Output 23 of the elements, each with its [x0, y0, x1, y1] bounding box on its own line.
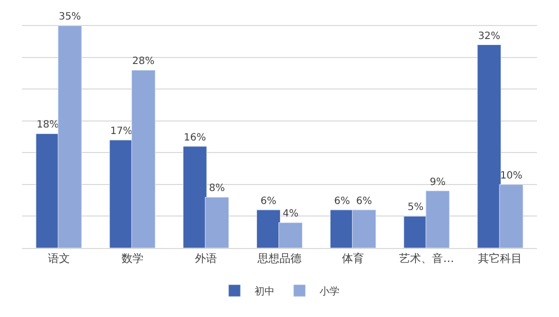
legend-label: 初中 — [254, 285, 274, 298]
x-tick-label: 思想品德 — [256, 252, 302, 266]
data-label: 32% — [478, 30, 500, 42]
x-tick-label: 体育 — [342, 252, 364, 266]
data-label: 6% — [356, 196, 372, 207]
data-label: 16% — [184, 132, 206, 144]
data-label: 6% — [334, 196, 350, 207]
data-label: 17% — [110, 126, 132, 138]
x-tick-label: 数学 — [121, 252, 144, 266]
data-label: 6% — [260, 196, 276, 207]
data-label: 10% — [500, 170, 522, 182]
x-tick-label: 其它科目 — [478, 252, 522, 266]
data-label: 8% — [209, 183, 225, 194]
x-tick-label: 语文 — [48, 252, 70, 266]
legend-label: 小学 — [320, 285, 340, 298]
data-label: 18% — [36, 120, 59, 131]
data-label: 4% — [282, 208, 298, 220]
data-label: 5% — [408, 202, 424, 214]
data-label: 35% — [58, 12, 81, 23]
data-label: 9% — [430, 176, 446, 188]
x-tick-label: 外语 — [194, 252, 217, 266]
data-label: 28% — [132, 56, 155, 68]
x-tick-label: 艺术、音… — [399, 252, 454, 266]
